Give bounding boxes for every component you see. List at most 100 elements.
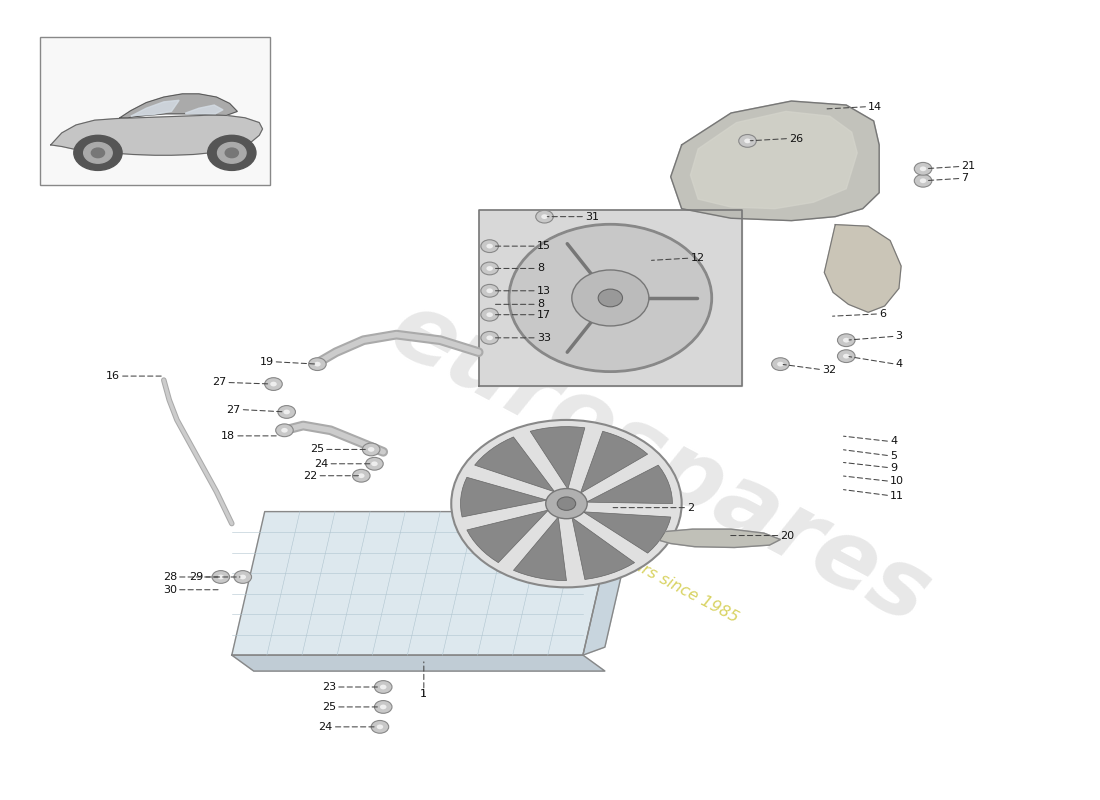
Text: 2: 2: [688, 502, 694, 513]
Text: 25: 25: [322, 702, 335, 712]
Circle shape: [271, 382, 277, 386]
Circle shape: [358, 474, 364, 478]
Circle shape: [234, 570, 252, 583]
Polygon shape: [581, 431, 648, 493]
Text: 30: 30: [163, 585, 177, 594]
Circle shape: [91, 148, 104, 158]
Text: 26: 26: [789, 134, 803, 143]
Circle shape: [212, 570, 230, 583]
Circle shape: [771, 358, 789, 370]
Polygon shape: [530, 426, 585, 489]
Circle shape: [486, 244, 493, 249]
Circle shape: [914, 174, 932, 187]
Text: 29: 29: [189, 572, 204, 582]
Text: 8: 8: [537, 263, 544, 274]
Circle shape: [365, 458, 383, 470]
Text: 15: 15: [537, 241, 551, 251]
Polygon shape: [587, 465, 672, 504]
Circle shape: [374, 681, 392, 694]
Bar: [40, 38, 271, 185]
Circle shape: [451, 420, 682, 587]
Circle shape: [276, 424, 294, 437]
Polygon shape: [583, 504, 638, 655]
Text: 27: 27: [227, 405, 241, 414]
Text: 27: 27: [212, 378, 227, 387]
Text: 17: 17: [537, 310, 551, 320]
Text: 31: 31: [585, 212, 600, 222]
Circle shape: [352, 470, 370, 482]
Circle shape: [226, 148, 239, 158]
Text: 11: 11: [890, 490, 904, 501]
Circle shape: [481, 262, 498, 275]
Text: 9: 9: [890, 462, 898, 473]
Circle shape: [837, 350, 855, 362]
Text: 14: 14: [868, 102, 882, 112]
Circle shape: [920, 178, 926, 183]
Text: 24: 24: [319, 722, 332, 732]
Circle shape: [486, 335, 493, 340]
Circle shape: [739, 134, 757, 147]
Polygon shape: [466, 510, 548, 562]
Polygon shape: [584, 512, 671, 553]
Text: 10: 10: [890, 476, 904, 486]
Circle shape: [745, 138, 751, 143]
Circle shape: [208, 135, 256, 170]
Text: 3: 3: [895, 331, 903, 342]
Circle shape: [914, 162, 932, 175]
Circle shape: [376, 725, 383, 730]
Text: 24: 24: [315, 458, 329, 469]
Text: 32: 32: [822, 365, 836, 374]
Text: 13: 13: [537, 286, 551, 296]
Text: 20: 20: [780, 530, 794, 541]
Circle shape: [481, 285, 498, 297]
Text: 33: 33: [537, 333, 551, 343]
Text: 23: 23: [322, 682, 335, 692]
Text: 12: 12: [691, 253, 705, 263]
Text: 18: 18: [221, 431, 235, 441]
Polygon shape: [649, 529, 780, 547]
Circle shape: [843, 338, 849, 342]
Polygon shape: [120, 94, 238, 118]
Circle shape: [309, 358, 327, 370]
Text: 6: 6: [879, 309, 887, 319]
Text: 16: 16: [106, 371, 120, 381]
Polygon shape: [478, 210, 742, 386]
Circle shape: [486, 288, 493, 293]
Text: 1: 1: [420, 689, 427, 699]
Circle shape: [843, 354, 849, 358]
Circle shape: [379, 705, 386, 710]
Circle shape: [265, 378, 283, 390]
Polygon shape: [131, 100, 179, 116]
Circle shape: [218, 142, 246, 163]
Circle shape: [278, 406, 296, 418]
Circle shape: [486, 312, 493, 317]
Text: 4: 4: [895, 359, 903, 369]
Polygon shape: [514, 518, 566, 581]
Polygon shape: [824, 225, 901, 312]
Polygon shape: [186, 105, 223, 114]
Circle shape: [218, 574, 224, 579]
Text: 4: 4: [890, 437, 898, 446]
Circle shape: [379, 685, 386, 690]
Circle shape: [777, 362, 783, 366]
Circle shape: [284, 410, 290, 414]
Circle shape: [371, 462, 377, 466]
Circle shape: [486, 266, 493, 271]
Circle shape: [920, 166, 926, 171]
Circle shape: [240, 574, 246, 579]
Text: 8: 8: [537, 299, 544, 310]
Text: eurospares: eurospares: [374, 283, 945, 645]
Circle shape: [536, 210, 553, 223]
Text: 28: 28: [163, 572, 177, 582]
Text: 7: 7: [961, 174, 969, 183]
Circle shape: [374, 701, 392, 714]
Polygon shape: [232, 655, 605, 671]
Circle shape: [598, 289, 623, 306]
Text: a passion for sports cars since 1985: a passion for sports cars since 1985: [480, 477, 741, 626]
Circle shape: [558, 497, 575, 510]
Circle shape: [481, 308, 498, 321]
Text: 19: 19: [260, 357, 274, 366]
Text: 5: 5: [890, 451, 898, 461]
Circle shape: [315, 362, 321, 366]
Text: 22: 22: [304, 470, 318, 481]
